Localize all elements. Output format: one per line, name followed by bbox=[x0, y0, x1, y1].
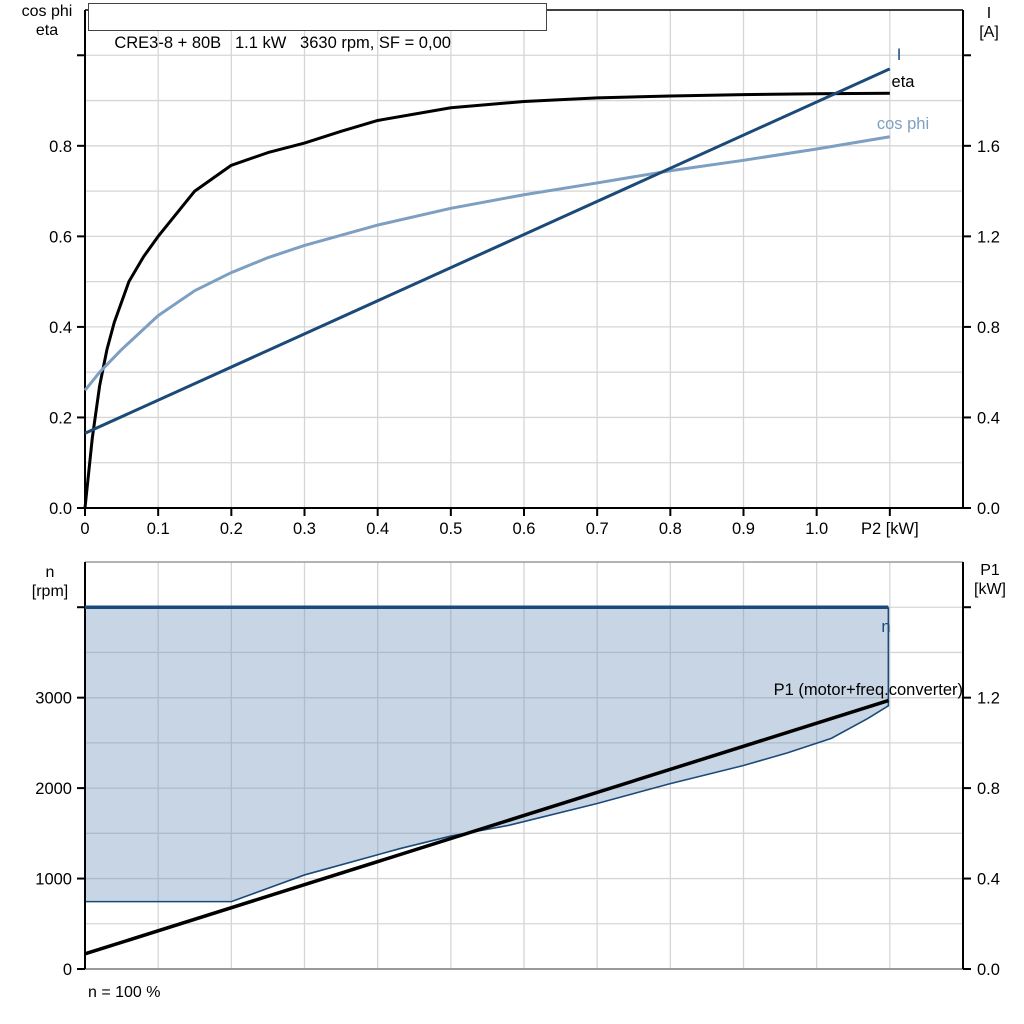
tick-label-x: 0.1 bbox=[147, 520, 170, 538]
tick-label-x: 0.5 bbox=[439, 520, 462, 538]
series-eta bbox=[83, 91, 890, 509]
tick-label-right: 0.4 bbox=[977, 871, 1000, 889]
series-label-eta: eta bbox=[892, 73, 916, 91]
tick-label-right: 0.4 bbox=[977, 409, 1000, 427]
tick-label-x: 0.6 bbox=[513, 520, 536, 538]
series-label-n: n bbox=[881, 618, 890, 636]
tick-label-right: 0.0 bbox=[977, 961, 1000, 979]
series-label-cos-phi: cos phi bbox=[877, 115, 929, 133]
tick-label-left: 2000 bbox=[35, 780, 72, 798]
tick-label-left: 0.4 bbox=[49, 319, 72, 337]
tick-label-x: 0.8 bbox=[659, 520, 682, 538]
tick-label-left: 0.6 bbox=[49, 228, 72, 246]
tick-label-left: 1000 bbox=[35, 871, 72, 889]
axis-label-n: n bbox=[45, 564, 55, 581]
axis-label-speed: n [rpm] bbox=[18, 563, 82, 601]
axis-label-i: I bbox=[986, 5, 992, 22]
axis-label-cosphi: cos phi bbox=[21, 3, 73, 20]
axis-label-p1: P1 [kW] bbox=[963, 561, 1017, 599]
axis-label-p1-text: P1 bbox=[980, 562, 1000, 579]
tick-label-x: 0.4 bbox=[366, 520, 389, 538]
tick-label-x: 0.2 bbox=[220, 520, 243, 538]
tick-label-left: 0.2 bbox=[49, 409, 72, 427]
tick-label-x: P2 [kW] bbox=[861, 520, 919, 538]
series-cos-phi bbox=[83, 135, 891, 392]
speed-setting-note: n = 100 % bbox=[88, 984, 161, 1001]
tick-label-x: 0.7 bbox=[586, 520, 609, 538]
series-label-P1: P1 (motor+freq.converter) bbox=[774, 681, 963, 699]
axis-label-cosphi-eta: cos phi eta bbox=[10, 2, 84, 40]
axis-label-eta: eta bbox=[35, 22, 59, 39]
chart-title: CRE3-8 + 80B 1.1 kW 3630 rpm, SF = 0,00 bbox=[114, 34, 451, 52]
tick-label-left: 3000 bbox=[35, 690, 72, 708]
tick-label-right: 0.8 bbox=[977, 319, 1000, 337]
axis-label-current: I [A] bbox=[963, 4, 1015, 42]
tick-label-right: 0.0 bbox=[977, 500, 1000, 518]
tick-label-x: 1.0 bbox=[805, 520, 828, 538]
tick-label-right: 1.2 bbox=[977, 228, 1000, 246]
tick-label-right: 0.8 bbox=[977, 780, 1000, 798]
axis-label-i-unit: [A] bbox=[979, 24, 999, 41]
tick-label-left: 0.8 bbox=[49, 138, 72, 156]
tick-label-right: 1.6 bbox=[977, 138, 1000, 156]
tick-label-x: 0 bbox=[80, 520, 89, 538]
tick-label-x: 0.3 bbox=[293, 520, 316, 538]
chart-title-box: CRE3-8 + 80B 1.1 kW 3630 rpm, SF = 0,00 bbox=[88, 3, 547, 52]
series-P1 bbox=[84, 698, 889, 956]
series-label-I: I bbox=[897, 46, 902, 64]
tick-label-left: 0 bbox=[63, 961, 72, 979]
tick-label-right: 1.2 bbox=[977, 690, 1000, 708]
tick-label-x: 0.9 bbox=[732, 520, 755, 538]
speed-band-lower-edge bbox=[85, 607, 890, 903]
tick-label-left: 0.0 bbox=[49, 500, 72, 518]
axis-label-p1-unit: [kW] bbox=[974, 581, 1006, 598]
series-I bbox=[84, 67, 891, 435]
axis-label-n-unit: [rpm] bbox=[31, 583, 69, 600]
speed-band-area bbox=[85, 607, 889, 902]
